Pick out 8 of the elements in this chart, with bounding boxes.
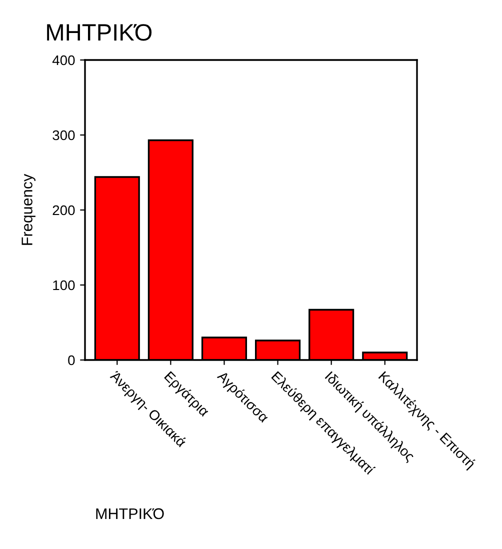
y-axis-title: Frequency — [22, 174, 36, 245]
chart-title: ΜΗΤΡΙΚΌ — [47, 24, 152, 41]
y-tick-label: 100 — [53, 280, 75, 290]
y-tick-label: 400 — [52, 55, 75, 66]
y-tick-label: 300 — [52, 130, 75, 140]
y-tick-label: 0 — [68, 355, 75, 366]
y-tick-label: 200 — [52, 205, 75, 216]
x-axis-title: ΜΗΤΡΙΚΌ — [96, 508, 164, 520]
